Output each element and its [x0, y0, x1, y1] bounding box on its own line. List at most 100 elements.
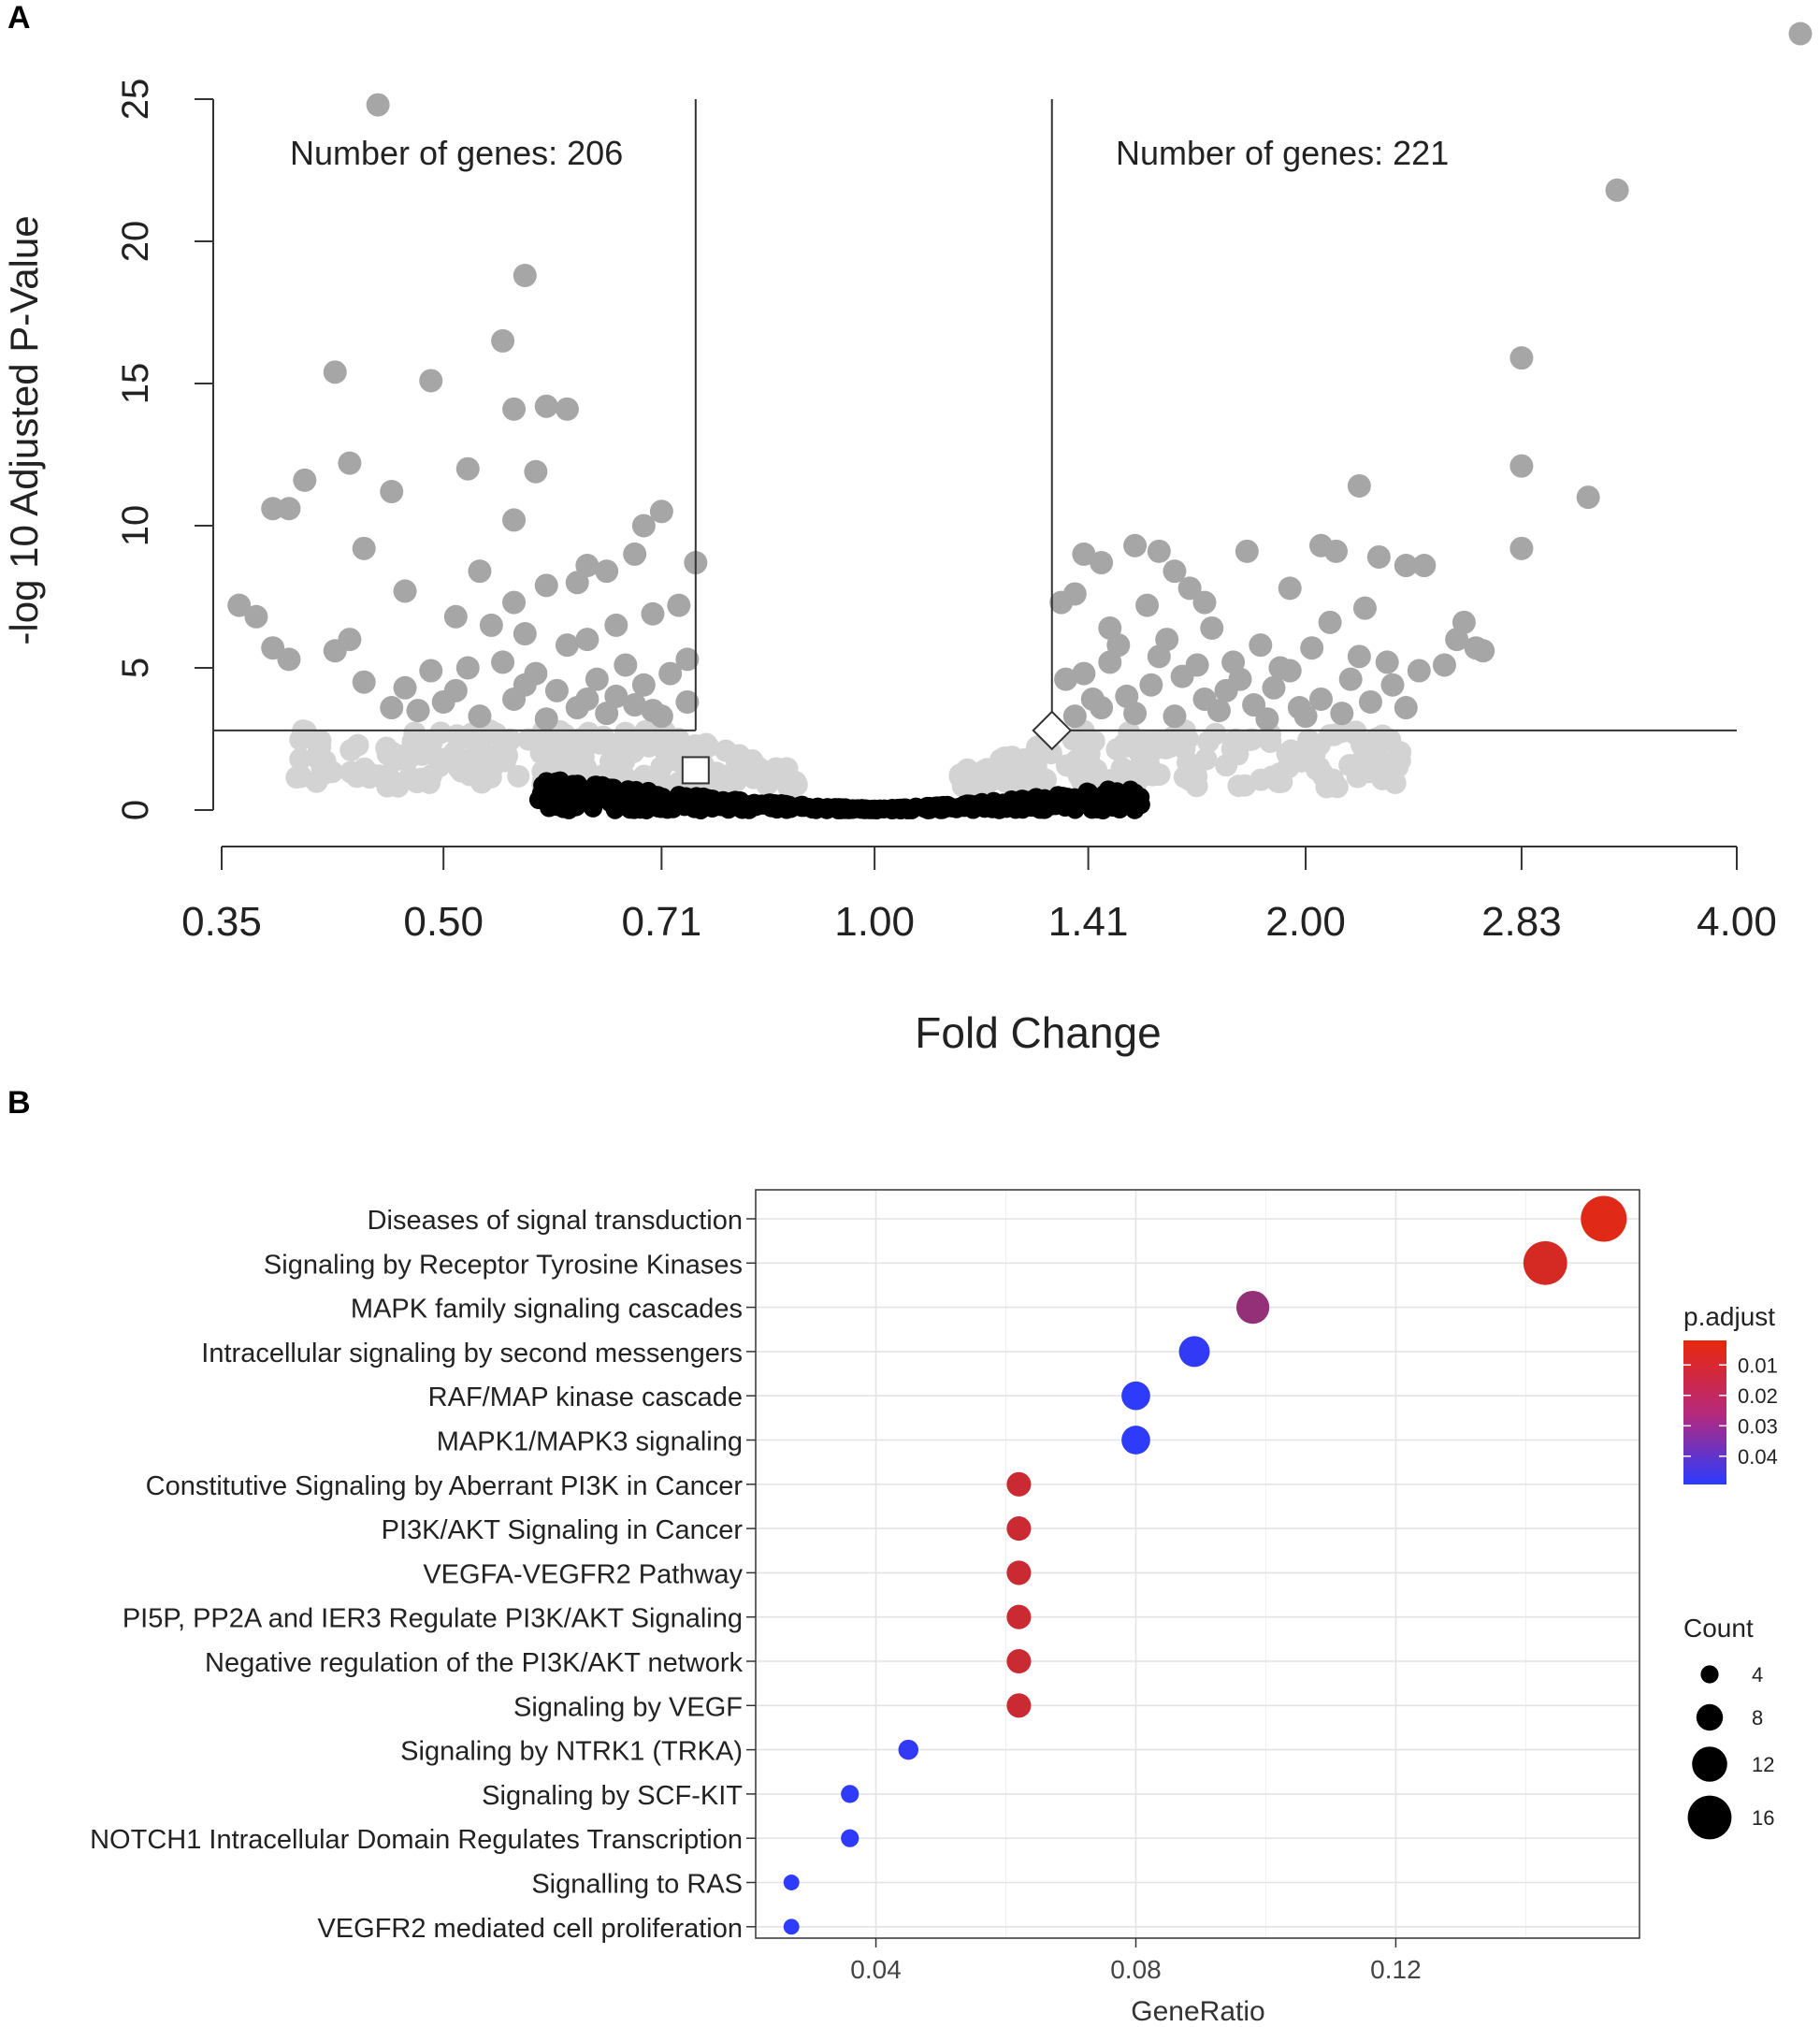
significant-point: [1206, 699, 1231, 723]
significant-point: [1471, 639, 1495, 663]
significant-point: [1605, 178, 1629, 202]
nonsignificant-point: [855, 799, 874, 818]
significant-point: [1072, 542, 1096, 566]
dotplot-point: [1581, 1195, 1627, 1242]
significant-point: [366, 93, 390, 117]
significant-point: [352, 536, 376, 560]
intermediate-point: [1024, 750, 1047, 774]
intermediate-point: [1224, 728, 1248, 751]
significant-point: [675, 647, 700, 672]
intermediate-point: [405, 771, 428, 794]
intermediate-point: [1344, 720, 1367, 744]
significant-point: [455, 456, 480, 481]
nonsignificant-point: [932, 796, 951, 816]
significant-point: [1090, 551, 1114, 575]
category-label: Signaling by NTRK1 (TRKA): [400, 1737, 743, 1767]
significant-point: [675, 689, 700, 714]
diamond-marker: [1032, 710, 1073, 751]
x-tick-label: 0.50: [403, 899, 484, 945]
intermediate-point: [637, 734, 660, 758]
nonsignificant-points: [528, 771, 1150, 819]
significant-point: [1228, 667, 1252, 691]
significant-point: [1407, 659, 1431, 683]
significant-point: [468, 704, 492, 729]
dotplot-point: [1006, 1693, 1032, 1718]
significant-point: [1445, 628, 1469, 652]
significant-point: [244, 604, 268, 629]
dotplot-points: [783, 1195, 1627, 1935]
category-label: VEGFR2 mediated cell proliferation: [317, 1914, 743, 1944]
category-labels: Diseases of signal transduction Signaling…: [90, 1206, 756, 1944]
nonsignificant-point: [1055, 798, 1075, 818]
dotplot-point: [1006, 1471, 1032, 1497]
significant-point: [1192, 590, 1217, 615]
significant-point: [1509, 536, 1534, 560]
significant-point: [575, 628, 599, 652]
size-legend-title: Count: [1683, 1614, 1754, 1643]
x-tick-label: 0.35: [181, 899, 262, 945]
significant-point: [455, 656, 480, 680]
dotplot-point: [1006, 1560, 1032, 1585]
significant-point: [1123, 533, 1148, 557]
dotplot-point: [1121, 1426, 1150, 1455]
significant-point: [1375, 650, 1399, 674]
significant-point: [1338, 667, 1363, 691]
intermediate-point: [1185, 765, 1208, 789]
y-axis-title: -log 10 Adjusted P-Value: [2, 215, 46, 644]
color-legend-label: 0.02: [1738, 1384, 1778, 1408]
threshold-lines: [213, 99, 1737, 785]
significant-point: [468, 559, 492, 584]
intermediate-point: [1320, 774, 1343, 797]
significant-point: [1147, 644, 1171, 669]
significant-point: [338, 628, 362, 652]
nonsignificant-point: [595, 777, 614, 797]
significant-point: [1576, 485, 1600, 510]
size-legend-label: 16: [1752, 1806, 1774, 1830]
size-legend-label: 8: [1752, 1706, 1763, 1730]
category-label: Signaling by SCF-KIT: [482, 1781, 743, 1811]
significant-point: [1054, 667, 1078, 691]
intermediate-point: [484, 722, 508, 746]
x-axis-title: Fold Change: [915, 1008, 1161, 1057]
volcano-points: [227, 22, 1813, 819]
dotplot-point: [1121, 1381, 1150, 1411]
intermediate-point: [985, 765, 1008, 789]
nonsignificant-point: [714, 790, 733, 810]
nonsignificant-point: [537, 772, 556, 791]
intermediate-point: [1227, 775, 1250, 798]
significant-point: [631, 673, 656, 697]
intermediate-point: [305, 770, 328, 793]
significant-point: [1352, 596, 1377, 620]
color-legend-title: p.adjust: [1683, 1302, 1775, 1331]
dotplot-point: [841, 1829, 859, 1847]
significant-point: [513, 622, 537, 646]
intermediate-point: [481, 756, 504, 779]
significant-point: [1293, 704, 1318, 729]
category-label: RAF/MAP kinase cascade: [428, 1383, 743, 1412]
significant-point: [1324, 539, 1349, 563]
color-legend-bar: [1683, 1340, 1726, 1484]
size-legend-dot: [1687, 1795, 1732, 1840]
significant-point: [1300, 636, 1324, 660]
significant-point: [667, 593, 691, 617]
intermediate-point: [989, 748, 1013, 772]
intermediate-point: [1130, 731, 1153, 754]
dotplot-point: [898, 1739, 919, 1760]
x-tick-label: 0.71: [622, 899, 702, 945]
significant-point: [1394, 696, 1418, 720]
significant-point: [443, 678, 468, 702]
significant-point: [604, 684, 628, 708]
category-label: NOTCH1 Intracellular Domain Regulates Tr…: [90, 1825, 743, 1855]
intermediate-point: [574, 756, 598, 779]
significant-point: [604, 613, 628, 637]
significant-points: [227, 22, 1813, 731]
intermediate-point: [401, 731, 425, 754]
intermediate-point: [1141, 763, 1164, 787]
panel-label-b: B: [7, 1085, 31, 1121]
significant-point: [1318, 610, 1342, 634]
size-legend-dot: [1700, 1665, 1719, 1684]
significant-point: [491, 650, 515, 674]
significant-point: [1062, 704, 1087, 729]
significant-point: [419, 659, 443, 683]
color-legend-label: 0.04: [1738, 1445, 1778, 1469]
